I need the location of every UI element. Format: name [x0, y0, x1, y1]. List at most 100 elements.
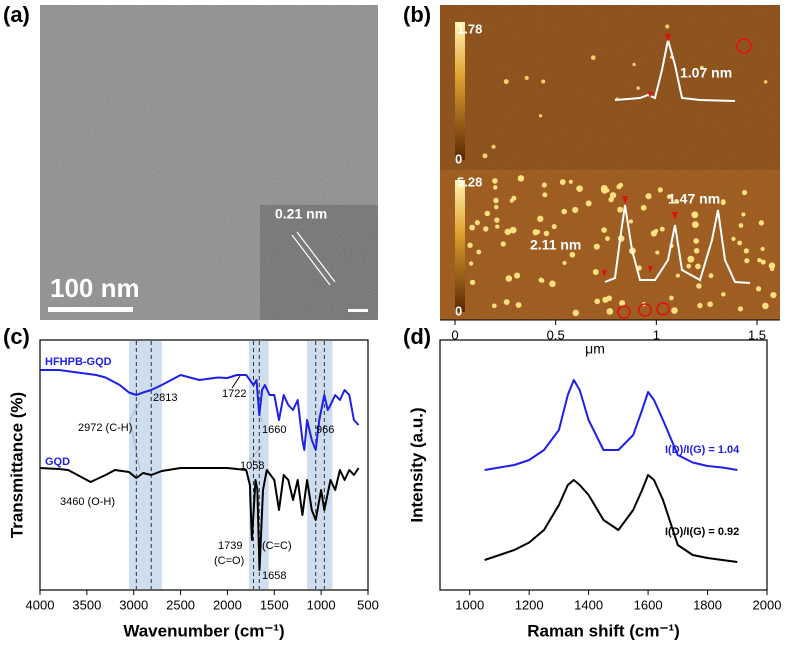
x-tick-label: 0.5 [547, 327, 565, 342]
y-axis-label: Transmittance (%) [7, 392, 26, 538]
lattice-line [296, 231, 336, 283]
x-tick-label: 2000 [753, 597, 782, 612]
x-tick-label: 1800 [693, 597, 722, 612]
afm-particle [741, 189, 748, 196]
panel-label: (d) [403, 324, 431, 349]
annotation: (C=C) [262, 540, 292, 552]
annotation: 2972 (C-H) [78, 422, 132, 434]
afm-particle [632, 62, 636, 67]
afm-particle [469, 224, 476, 231]
x-tick-label: 0 [451, 327, 458, 342]
x-tick-label: 3500 [72, 597, 101, 612]
afm-particle [636, 86, 640, 90]
x-tick-label: 4000 [26, 597, 55, 612]
afm-particle [665, 24, 670, 29]
afm-particle [483, 226, 489, 232]
colorbar [455, 22, 465, 160]
profile-label: 1.47 nm [668, 191, 720, 207]
spectrum-line [39, 467, 360, 571]
afm-particle [517, 175, 525, 182]
afm-particle [493, 197, 499, 204]
afm-particle [602, 296, 609, 303]
panel-label: (a) [3, 2, 30, 27]
x-axis-label: Wavenumber (cm⁻¹) [123, 621, 284, 640]
afm-particle [743, 248, 749, 254]
afm-particle [562, 260, 567, 266]
afm-particle [542, 192, 548, 198]
colorbar-min: 0 [455, 303, 462, 318]
afm-particle [763, 80, 768, 84]
panel-label: (b) [403, 2, 431, 27]
spectrum-line [40, 369, 360, 451]
afm-particle [601, 227, 607, 233]
annotation: GQD [45, 456, 70, 468]
annotation: I(D)/I(G) = 0.92 [665, 526, 739, 538]
x-tick-label: 2500 [166, 597, 195, 612]
x-tick-label: 1000 [307, 597, 336, 612]
x-tick-label: 1 [653, 327, 660, 342]
hrtem-texture [260, 205, 378, 320]
afm-particle [691, 211, 699, 219]
afm-particle [549, 280, 556, 288]
afm-particle [675, 273, 680, 278]
afm-particle [628, 219, 633, 224]
x-axis-label: Raman shift (cm⁻¹) [527, 621, 680, 640]
afm-particle [524, 75, 529, 80]
x-tick-label: 1400 [574, 597, 603, 612]
afm-particle [590, 55, 596, 60]
afm-particle [514, 272, 521, 279]
afm-particle [744, 258, 750, 264]
afm-particle [721, 292, 726, 297]
afm-particle [674, 198, 679, 204]
afm-particle [469, 279, 476, 286]
afm-particle [695, 263, 701, 270]
annotation: I(D)/I(G) = 1.04 [665, 444, 740, 456]
afm-particle [568, 179, 573, 184]
afm-particle [686, 263, 692, 269]
colorbar-max: 1.78 [457, 21, 482, 36]
y-axis-label: Intensity (a.u.) [407, 407, 426, 522]
x-axis-label: μm [585, 341, 605, 357]
afm-particle [494, 217, 500, 223]
afm-particle [593, 243, 600, 250]
afm-particle [495, 224, 500, 229]
x-tick-label: 2000 [213, 597, 242, 612]
afm-particle [720, 200, 726, 206]
x-tick-label: 1200 [515, 597, 544, 612]
afm-particle [696, 283, 702, 289]
afm-particle [503, 79, 509, 85]
x-tick-label: 500 [357, 597, 379, 612]
profile-label: 1.07 nm [680, 65, 732, 81]
afm-particle [731, 236, 736, 242]
afm-particle [757, 257, 762, 263]
lattice-label: 0.21 nm [275, 206, 327, 222]
annotation: 1739 [218, 540, 242, 552]
afm-particle [592, 268, 599, 275]
profile-markers [602, 34, 678, 277]
afm-particle [760, 259, 766, 265]
inset-scale-bar [348, 309, 368, 312]
annotation: 1660 [262, 424, 286, 436]
afm-particle [707, 301, 713, 308]
profile-label: 2.11 nm [530, 237, 581, 253]
afm-particle [538, 114, 543, 118]
height-profile [614, 39, 736, 102]
afm-particle [640, 204, 647, 211]
afm-particle [467, 242, 473, 248]
afm-particle [608, 196, 614, 203]
afm-particle [551, 224, 557, 230]
afm-particle [697, 302, 703, 309]
afm-particle [509, 226, 517, 234]
spectrum-line [484, 474, 738, 563]
annotation: HFHPB-GQD [45, 356, 112, 368]
afm-particle [708, 273, 714, 279]
panel-label: (c) [3, 324, 30, 349]
afm-particle [492, 178, 498, 184]
afm-particle [569, 251, 576, 258]
afm-particles [467, 24, 777, 317]
annotation: 966 [316, 424, 334, 436]
afm-particle [594, 298, 601, 305]
afm-particle [693, 247, 700, 254]
afm-particle [585, 200, 592, 207]
